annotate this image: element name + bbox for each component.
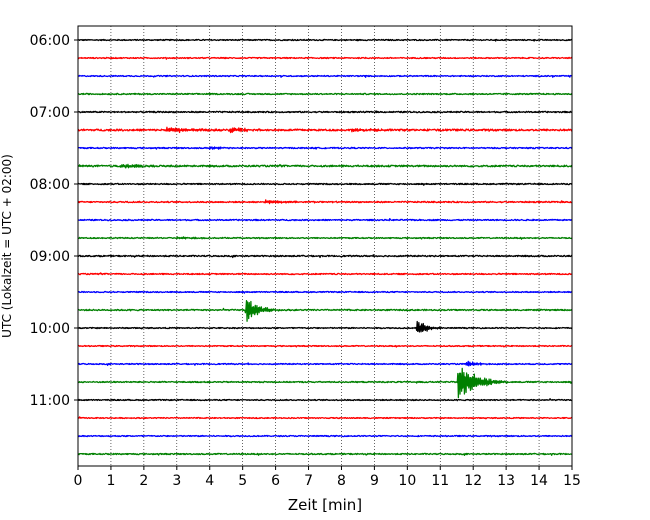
trace-line (77, 254, 573, 259)
y-tick-label: 11:00 (30, 393, 70, 409)
x-tick-label: 6 (271, 473, 280, 489)
trace-line (77, 452, 573, 457)
y-tick-label: 08:00 (30, 177, 70, 193)
trace-line (77, 367, 573, 399)
trace-line (77, 146, 573, 150)
trace-line (77, 398, 573, 402)
trace-line (77, 38, 573, 42)
x-tick-label: 5 (238, 473, 247, 489)
x-tick-label: 3 (172, 473, 181, 489)
trace-line (77, 416, 573, 420)
trace-line (77, 320, 573, 333)
trace-line (77, 236, 573, 240)
trace-line (77, 182, 573, 186)
seismic-traces (77, 38, 573, 457)
x-tick-label: 9 (370, 473, 379, 489)
trace-line (77, 92, 573, 96)
x-tick-label: 10 (398, 473, 416, 489)
x-tick-label: 14 (530, 473, 548, 489)
trace-line (77, 434, 573, 438)
x-tick-label: 13 (497, 473, 515, 489)
x-axis-ticks: 0 1 2 3 4 5 6 7 8 9 10 11 12 13 14 15 (74, 466, 581, 489)
x-tick-label: 2 (139, 473, 148, 489)
y-tick-label: 07:00 (30, 105, 70, 121)
trace-line (77, 199, 573, 205)
x-tick-label: 12 (464, 473, 482, 489)
trace-line (77, 272, 573, 276)
x-tick-label: 7 (304, 473, 313, 489)
x-tick-label: 11 (431, 473, 449, 489)
y-tick-label: 06:00 (30, 33, 70, 49)
x-tick-label: 4 (205, 473, 214, 489)
x-tick-label: 0 (74, 473, 83, 489)
grid-lines (110, 26, 540, 466)
x-axis-label: Zeit [min] (288, 496, 362, 514)
y-tick-label: 10:00 (30, 321, 70, 337)
trace-line (77, 218, 573, 222)
y-axis-label: UTC (Lokalzeit = UTC + 02:00) (0, 154, 14, 338)
y-tick-label: 09:00 (30, 249, 70, 265)
trace-line (77, 360, 573, 367)
y-axis-ticks: 06:00 07:00 08:00 09:00 10:00 11:00 (30, 33, 78, 409)
trace-line (77, 56, 573, 60)
trace-line (77, 290, 573, 294)
x-tick-label: 8 (337, 473, 346, 489)
x-tick-label: 15 (563, 473, 581, 489)
plot-frame (77, 25, 573, 467)
trace-line (77, 74, 573, 78)
trace-line (77, 110, 573, 114)
trace-line (77, 163, 573, 169)
x-tick-label: 1 (106, 473, 115, 489)
trace-line (77, 126, 573, 134)
trace-line (77, 344, 573, 348)
trace-line (77, 299, 573, 322)
